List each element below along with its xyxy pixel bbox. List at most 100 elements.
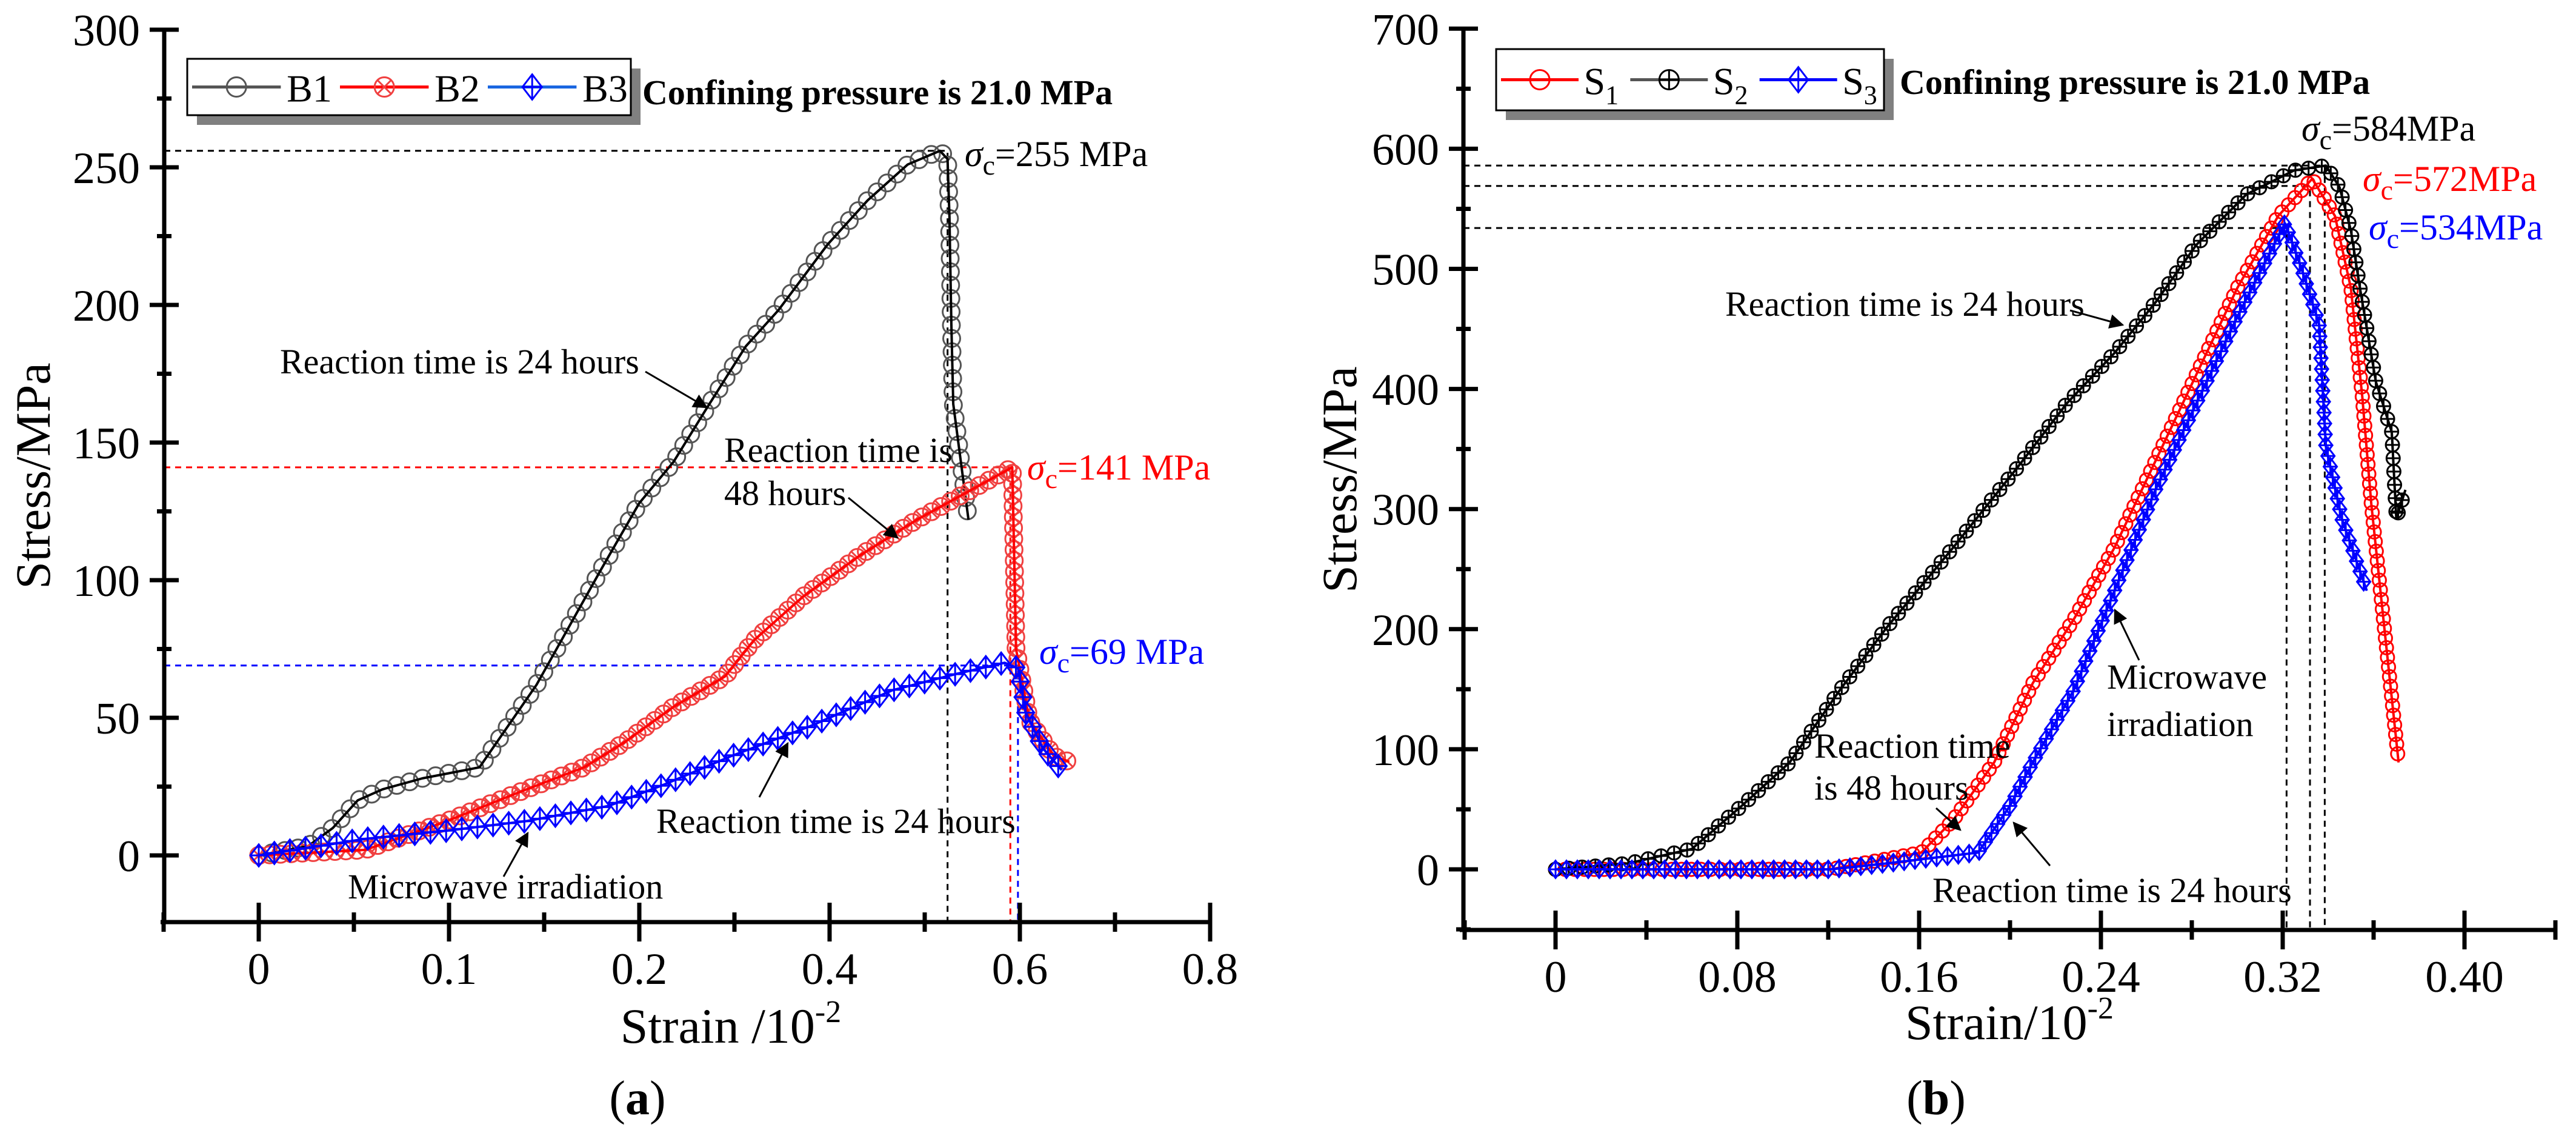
marker-circle: [591, 747, 610, 767]
series-line: [1556, 222, 2368, 871]
peak-stress-label: σc=572MPa: [2363, 159, 2537, 206]
marker-circle: [970, 476, 989, 495]
marker-circle: [2151, 446, 2167, 461]
marker-circle: [2197, 349, 2212, 365]
y-axis-title: Stress/MPa: [1312, 366, 1367, 593]
marker-circle: [491, 790, 510, 809]
marker-circle: [941, 492, 960, 511]
marker-circle: [2155, 437, 2171, 453]
marker-circle: [2086, 576, 2102, 592]
marker-circle: [2333, 235, 2349, 251]
marker-circle: [866, 536, 885, 555]
series-b3: [249, 650, 1068, 868]
x-tick-label: 0.1: [421, 945, 478, 994]
marker-circle: [848, 548, 867, 567]
series-s3: [1548, 214, 2372, 880]
marker-circle: [2109, 533, 2125, 549]
y-tick-label: 300: [73, 6, 140, 56]
annotation-arrow: [758, 741, 789, 798]
x-tick-label: 0.08: [1698, 952, 1777, 1002]
marker-circle: [2067, 610, 2083, 626]
marker-circle: [681, 687, 701, 706]
marker-circle: [534, 662, 553, 681]
marker-circle: [2012, 701, 2028, 717]
marker-cross: [376, 79, 392, 95]
annotation-arrow: [1935, 807, 1962, 831]
marker-circle: [1982, 761, 1997, 777]
marker-circle: [2188, 367, 2204, 383]
marker-circle: [2147, 455, 2163, 470]
legend-note: Confining pressure is 21.0 MPa: [1900, 62, 2370, 102]
marker-circle: [1991, 744, 2007, 760]
marker-circle: [1965, 785, 1980, 801]
marker-circle: [2017, 692, 2032, 708]
y-tick-label: 200: [73, 281, 140, 331]
y-tick-label: 100: [73, 557, 140, 606]
x-tick-label: 0.8: [1182, 945, 1239, 994]
x-tick-label: 0: [248, 945, 270, 994]
annotation-b2-line1: Reaction time is: [724, 430, 953, 470]
marker-circle: [1959, 793, 1975, 809]
marker-circle: [2180, 384, 2196, 400]
x-axis-title: Strain/10-2: [1905, 991, 2114, 1050]
marker-circle: [562, 763, 581, 782]
series-line: [258, 466, 1070, 857]
legend: S1 S2 S3: [1495, 48, 1894, 120]
annotation-microwave-line1: Microwave: [2107, 657, 2267, 697]
legend-label: S2: [1713, 60, 1748, 110]
marker-diamond: [1787, 65, 1809, 94]
marker-circle: [439, 764, 458, 783]
legend-item-b1: B1: [192, 67, 332, 110]
marker-circle: [688, 413, 707, 432]
panel-label: (b): [1906, 1072, 1966, 1125]
peak-stress-label: σc=141 MPa: [1027, 447, 1210, 494]
x-tick-label: 0.24: [2062, 952, 2140, 1002]
x-tick-label: 0.2: [611, 945, 668, 994]
marker-circle: [2329, 216, 2345, 232]
marker-circle: [554, 627, 573, 646]
marker-circle: [610, 736, 629, 755]
marker-circle: [1975, 769, 1991, 785]
marker-circle: [2122, 507, 2138, 523]
reference-line: [1463, 227, 2288, 930]
marker-circle: [613, 523, 632, 542]
legend: B1 B2 B3: [186, 58, 641, 125]
marker-circle: [2321, 199, 2337, 215]
annotation-microwave-line2: irradiation: [2107, 704, 2254, 744]
marker-circle: [606, 534, 625, 553]
y-tick-label: 400: [1372, 366, 1439, 415]
marker-circle: [413, 769, 432, 788]
annotation-arrow: [502, 831, 529, 877]
marker-plus: [1659, 70, 1679, 90]
marker-circle: [2118, 516, 2134, 532]
series-s1: [1548, 174, 2406, 877]
x-tick-label: 0.4: [802, 945, 858, 994]
marker-circle: [2041, 650, 2057, 666]
marker-circle: [897, 155, 917, 175]
marker-circle: [2192, 358, 2208, 374]
legend-label: S1: [1584, 60, 1619, 110]
marker-circle: [2091, 567, 2106, 583]
annotation-s1-line1: Reaction time: [1814, 726, 2011, 766]
x-tick-label: 0.40: [2425, 952, 2504, 1002]
marker-circle: [2008, 710, 2024, 726]
reference-line: [1463, 185, 2311, 930]
marker-circle: [674, 436, 693, 455]
annotation-arrow: [645, 370, 708, 409]
legend-label: B1: [287, 67, 332, 110]
y-tick-label: 600: [1372, 125, 1439, 175]
marker-circle: [912, 507, 931, 527]
marker-circle: [903, 513, 922, 532]
marker-circle: [2126, 498, 2142, 514]
legend-item-s3: S3: [1759, 60, 1877, 110]
marker-circle: [857, 542, 876, 561]
marker-circle: [2046, 643, 2062, 658]
marker-circle: [2217, 306, 2233, 321]
series-line: [258, 149, 970, 857]
marker-circle: [600, 741, 619, 761]
marker-circle: [426, 766, 445, 786]
legend-item-b2: B2: [340, 67, 480, 110]
y-tick-label: 50: [95, 694, 140, 744]
marker-circle: [2184, 376, 2200, 392]
